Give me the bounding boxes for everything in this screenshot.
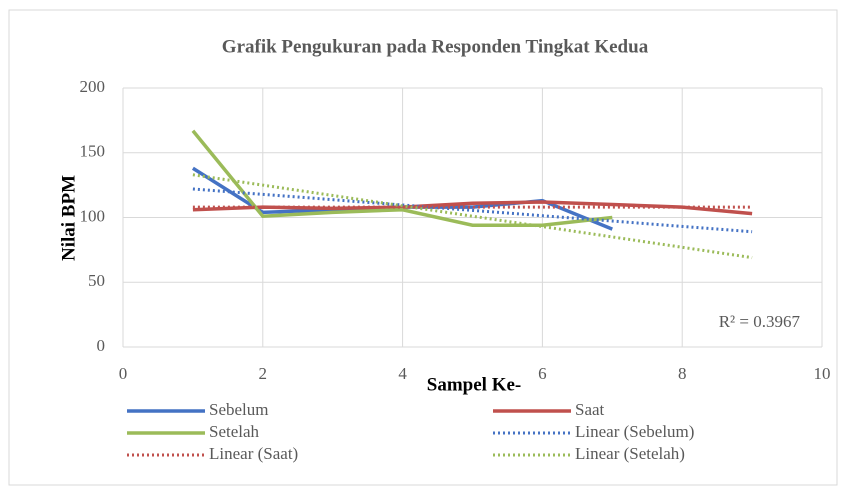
x-tick-label: 4: [398, 364, 407, 383]
x-tick-label: 10: [814, 364, 831, 383]
legend-label: Linear (Sebelum): [575, 422, 694, 441]
legend-label: Saat: [575, 400, 605, 419]
y-tick-label: 50: [88, 271, 105, 290]
x-axis-title: Sampel Ke-: [427, 374, 521, 395]
chart-title: Grafik Pengukuran pada Responden Tingkat…: [222, 36, 649, 57]
x-tick-label: 8: [678, 364, 687, 383]
x-tick-label: 2: [259, 364, 268, 383]
chart-frame: [8, 9, 838, 486]
x-tick-label: 6: [538, 364, 547, 383]
legend-label: Linear (Saat): [209, 444, 298, 463]
series-line: [192, 173, 753, 260]
legend-label: Sebelum: [209, 400, 269, 419]
y-tick-label: 100: [80, 206, 106, 225]
y-axis-title: Nilai BPM: [58, 175, 79, 261]
series-line: [192, 187, 753, 234]
y-tick-label: 200: [80, 77, 106, 96]
legend-label: Setelah: [209, 422, 260, 441]
y-tick-label: 0: [97, 336, 106, 355]
series-line: [191, 129, 613, 228]
y-tick-label: 150: [80, 142, 106, 161]
legend-label: Linear (Setelah): [575, 444, 685, 463]
r-squared: R² = 0.3967: [719, 312, 801, 331]
x-tick-label: 0: [119, 364, 128, 383]
